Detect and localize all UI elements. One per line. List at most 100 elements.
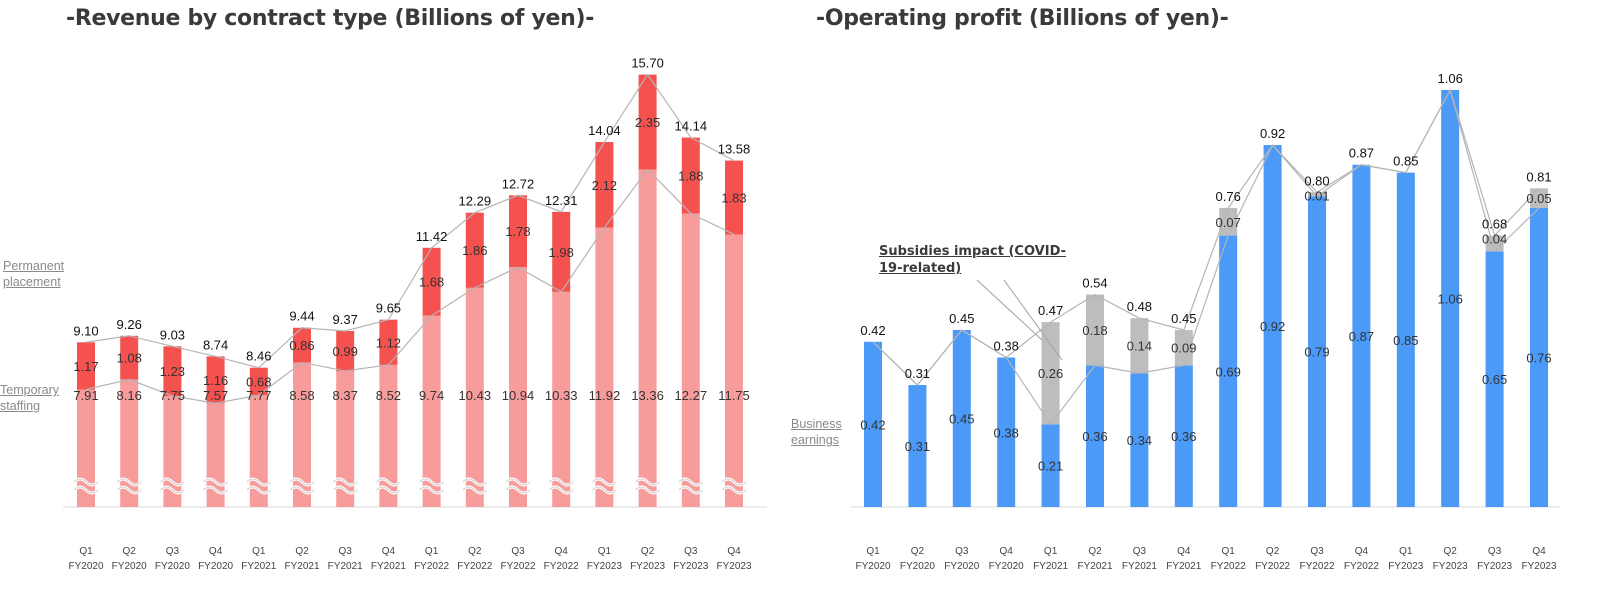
revenue-total-label: 9.03	[160, 327, 185, 342]
axis-break-outline	[73, 478, 99, 486]
profit-total-label: 0.85	[1393, 154, 1418, 169]
revenue-data-label-temporary: 10.33	[545, 388, 578, 403]
profit-xtick-quarter: Q4	[1177, 546, 1191, 557]
profit-xtick-year: FY2021	[1166, 561, 1201, 572]
axis-break-outline	[635, 486, 660, 494]
axis-break-outline	[116, 478, 142, 486]
revenue-total-label: 9.37	[333, 312, 358, 327]
profit-bar-subsidies	[1174, 329, 1193, 366]
profit-xtick-year: FY2020	[855, 561, 890, 572]
profit-bar-business	[908, 385, 927, 507]
profit-data-label-subsidies: 0.04	[1482, 232, 1507, 247]
profit-data-label-business: 0.36	[1171, 429, 1196, 444]
revenue-bar-temporary	[595, 227, 614, 507]
axis-break-outline	[246, 478, 272, 486]
revenue-xtick-quarter: Q3	[511, 546, 525, 557]
profit-data-label-subsidies: 0.26	[1038, 366, 1063, 381]
revenue-xtick-year: FY2020	[155, 561, 190, 572]
revenue-bar-temporary	[206, 403, 225, 507]
profit-total-label: 0.92	[1260, 126, 1285, 141]
revenue-xtick-quarter: Q1	[79, 546, 93, 557]
revenue-xtick-quarter: Q2	[295, 546, 309, 557]
revenue-xtick-year: FY2022	[457, 561, 492, 572]
axis-break-outline	[116, 486, 142, 494]
revenue-bar-permanent	[509, 195, 527, 268]
revenue-bar-temporary	[379, 364, 398, 507]
profit-xtick-quarter: Q1	[1222, 546, 1236, 557]
revenue-data-label-permanent: 1.12	[376, 335, 401, 350]
revenue-xtick-quarter: Q2	[641, 546, 655, 557]
revenue-xtick-quarter: Q4	[555, 546, 569, 557]
legend-label-temporary-line-2: staffing	[0, 399, 41, 413]
revenue-data-label-temporary: 13.36	[631, 388, 664, 403]
annotation-leader-line	[1003, 279, 1063, 361]
profit-data-label-business: 0.87	[1349, 329, 1374, 344]
profit-xtick-quarter: Q1	[866, 546, 880, 557]
revenue-xtick-year: FY2021	[328, 561, 363, 572]
legend-label-temporary-line-1: Temporary	[0, 383, 60, 397]
profit-bar-subsidies	[1130, 318, 1149, 374]
revenue-bar-permanent	[725, 160, 743, 235]
revenue-data-label-temporary: 7.75	[160, 388, 185, 403]
revenue-bar-temporary	[120, 379, 139, 507]
profit-xtick-year: FY2020	[900, 561, 935, 572]
profit-total-label: 0.87	[1349, 146, 1374, 161]
revenue-data-label-temporary: 11.75	[718, 388, 750, 403]
profit-total-label: 0.47	[1038, 303, 1063, 318]
revenue-xtick-quarter: Q3	[684, 546, 698, 557]
profit-xtick-year: FY2023	[1521, 561, 1556, 572]
axis-break-outline	[203, 478, 228, 486]
revenue-bar-permanent	[293, 327, 311, 363]
profit-data-label-business: 0.79	[1304, 345, 1329, 360]
axis-break-outline	[721, 486, 747, 494]
revenue-xtick-quarter: Q3	[166, 546, 180, 557]
profit-data-label-business: 0.69	[1216, 364, 1241, 379]
profit-data-label-subsidies: 0.18	[1082, 323, 1107, 338]
axis-break-outline	[635, 478, 660, 486]
revenue-data-label-temporary: 8.37	[333, 388, 358, 403]
profit-total-label: 0.45	[1171, 311, 1196, 326]
profit-data-label-business: 0.65	[1482, 372, 1507, 387]
legend-label-business-line-2: earnings	[791, 433, 839, 447]
revenue-xtick-quarter: Q3	[339, 546, 353, 557]
revenue-bar-permanent	[638, 74, 657, 170]
profit-xtick-quarter: Q4	[1532, 546, 1546, 557]
profit-bar-business	[1352, 164, 1371, 507]
profit-bar-business	[1041, 424, 1060, 507]
revenue-data-label-temporary: 10.94	[502, 388, 535, 403]
legend-label-business-earnings: Business earnings	[791, 416, 842, 448]
profit-data-label-business: 0.34	[1127, 433, 1152, 448]
profit-data-label-subsidies: 0.14	[1127, 339, 1152, 354]
profit-xtick-year: FY2021	[1077, 561, 1112, 572]
revenue-bar-temporary	[336, 370, 355, 507]
profit-total-label: 0.31	[905, 366, 930, 381]
profit-connector-total	[872, 88, 1540, 386]
revenue-bar-permanent	[206, 356, 225, 404]
revenue-xtick-quarter: Q1	[252, 546, 266, 557]
profit-xtick-quarter: Q3	[1310, 546, 1324, 557]
profit-total-label: 0.68	[1482, 217, 1507, 232]
profit-xtick-quarter: Q1	[1044, 546, 1058, 557]
legend-label-business-line-1: Business	[791, 417, 842, 431]
profit-data-label-subsidies: 0.01	[1304, 188, 1329, 203]
revenue-bar-permanent	[249, 367, 268, 396]
legend-label-temporary-staffing: Temporary staffing	[0, 382, 59, 414]
axis-break-outline	[73, 486, 99, 494]
profit-data-label-business: 0.31	[905, 439, 930, 454]
revenue-bar-permanent	[77, 342, 95, 390]
revenue-total-label: 12.29	[459, 194, 492, 209]
profit-bar-business	[1130, 373, 1149, 507]
profit-total-label: 0.81	[1526, 169, 1551, 184]
revenue-bar-permanent	[595, 142, 614, 228]
profit-data-label-business: 0.45	[949, 411, 974, 426]
axis-break-outline	[592, 486, 617, 494]
revenue-bar-permanent	[379, 319, 398, 365]
profit-xtick-quarter: Q2	[1444, 546, 1458, 557]
revenue-xtick-quarter: Q1	[598, 546, 612, 557]
profit-bar-business	[997, 357, 1016, 507]
axis-break-outline	[246, 486, 272, 494]
axis-break-outline	[160, 486, 185, 494]
axis-break-outline	[203, 486, 228, 494]
revenue-xtick-year: FY2020	[68, 561, 103, 572]
